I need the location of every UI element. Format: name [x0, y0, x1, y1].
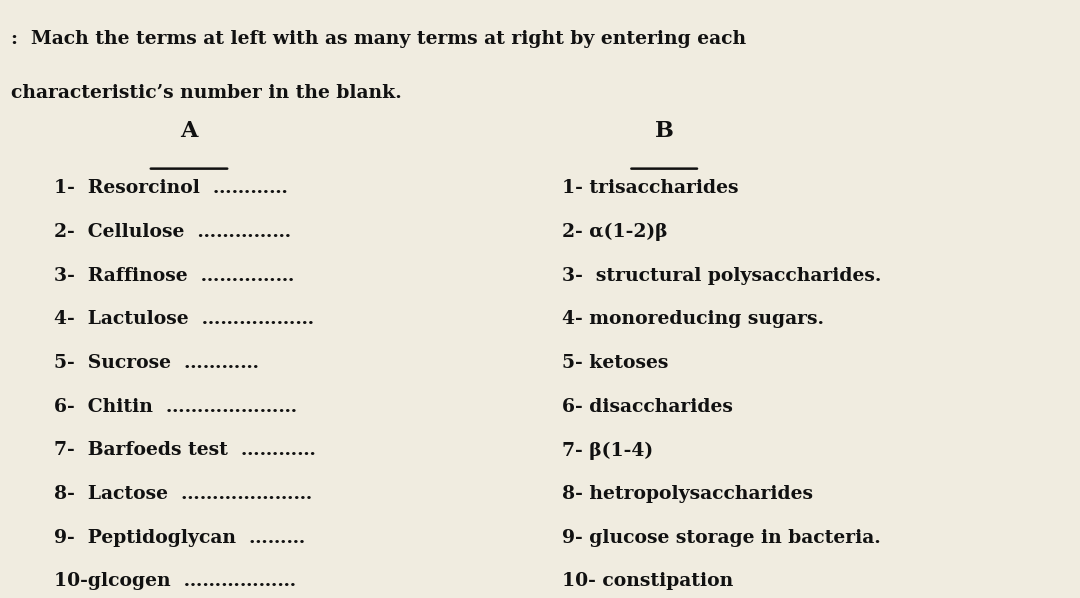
Text: A: A — [180, 120, 198, 142]
Text: 10-glcogen  ………………: 10-glcogen ……………… — [54, 572, 296, 590]
Text: :  Mach the terms at left with as many terms at right by entering each: : Mach the terms at left with as many te… — [11, 30, 746, 48]
Text: 10- constipation: 10- constipation — [562, 572, 733, 590]
Text: 7- β(1-4): 7- β(1-4) — [562, 441, 652, 460]
Text: 2-  Cellulose  ……………: 2- Cellulose …………… — [54, 223, 292, 241]
Text: 8- hetropolysaccharides: 8- hetropolysaccharides — [562, 485, 812, 503]
Text: 5- ketoses: 5- ketoses — [562, 354, 667, 372]
Text: 8-  Lactose  …………………: 8- Lactose ………………… — [54, 485, 312, 503]
Text: 4-  Lactulose  ………………: 4- Lactulose ……………… — [54, 310, 314, 328]
Text: 2- α(1-2)β: 2- α(1-2)β — [562, 223, 667, 242]
Text: 4- monoreducing sugars.: 4- monoreducing sugars. — [562, 310, 824, 328]
Text: 5-  Sucrose  …………: 5- Sucrose ………… — [54, 354, 259, 372]
Text: 7-  Barfoeds test  …………: 7- Barfoeds test ………… — [54, 441, 315, 459]
Text: 1- trisaccharides: 1- trisaccharides — [562, 179, 738, 197]
Text: 9-  Peptidoglycan  ………: 9- Peptidoglycan ……… — [54, 529, 306, 547]
Text: 3-  structural polysaccharides.: 3- structural polysaccharides. — [562, 267, 881, 285]
Text: B: B — [654, 120, 674, 142]
Text: characteristic’s number in the blank.: characteristic’s number in the blank. — [11, 84, 402, 102]
Text: 6- disaccharides: 6- disaccharides — [562, 398, 732, 416]
Text: 1-  Resorcinol  …………: 1- Resorcinol ………… — [54, 179, 288, 197]
Text: 9- glucose storage in bacteria.: 9- glucose storage in bacteria. — [562, 529, 880, 547]
Text: 3-  Raffinose  ……………: 3- Raffinose …………… — [54, 267, 295, 285]
Text: 6-  Chitin  …………………: 6- Chitin ………………… — [54, 398, 297, 416]
